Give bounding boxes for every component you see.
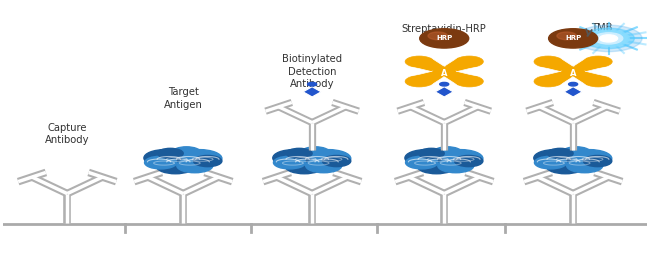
Circle shape xyxy=(454,155,483,167)
Circle shape xyxy=(428,32,448,40)
Circle shape xyxy=(177,150,222,167)
Circle shape xyxy=(419,148,444,159)
Circle shape xyxy=(287,148,312,159)
Polygon shape xyxy=(568,57,609,74)
Circle shape xyxy=(534,76,562,87)
Text: Capture
Antibody: Capture Antibody xyxy=(45,123,90,145)
Circle shape xyxy=(306,159,342,173)
Polygon shape xyxy=(537,69,578,86)
Circle shape xyxy=(417,148,471,170)
Circle shape xyxy=(584,56,612,67)
Circle shape xyxy=(562,147,590,158)
Polygon shape xyxy=(303,87,321,97)
Text: A: A xyxy=(441,69,447,78)
Text: TMB: TMB xyxy=(592,23,613,33)
Circle shape xyxy=(547,148,573,159)
Circle shape xyxy=(405,76,433,87)
Circle shape xyxy=(455,76,484,87)
Circle shape xyxy=(594,33,623,44)
Circle shape xyxy=(599,35,618,42)
Text: HRP: HRP xyxy=(436,35,452,41)
Circle shape xyxy=(307,82,317,86)
Polygon shape xyxy=(408,57,449,74)
Circle shape xyxy=(439,82,448,86)
Circle shape xyxy=(144,156,177,169)
Circle shape xyxy=(583,28,634,49)
Circle shape xyxy=(584,155,612,167)
Circle shape xyxy=(433,67,456,76)
Circle shape xyxy=(567,159,603,173)
Circle shape xyxy=(455,56,484,67)
Circle shape xyxy=(405,56,433,67)
Circle shape xyxy=(557,32,577,40)
Polygon shape xyxy=(564,87,582,97)
Circle shape xyxy=(549,29,597,48)
Circle shape xyxy=(546,148,600,170)
Circle shape xyxy=(273,150,315,166)
Polygon shape xyxy=(568,69,609,86)
Circle shape xyxy=(322,155,351,167)
Polygon shape xyxy=(436,87,453,97)
Polygon shape xyxy=(439,57,480,74)
Circle shape xyxy=(438,150,483,167)
Circle shape xyxy=(575,25,642,52)
Circle shape xyxy=(546,159,585,174)
Text: A: A xyxy=(570,69,577,78)
Circle shape xyxy=(567,150,612,167)
Circle shape xyxy=(172,147,201,158)
Polygon shape xyxy=(408,69,449,86)
Text: Target
Antigen: Target Antigen xyxy=(164,87,203,110)
Circle shape xyxy=(534,156,567,169)
Circle shape xyxy=(584,76,612,87)
Circle shape xyxy=(156,148,211,170)
Circle shape xyxy=(177,159,213,173)
Circle shape xyxy=(534,56,562,67)
Circle shape xyxy=(144,150,187,166)
Circle shape xyxy=(405,150,447,166)
Text: Streptavidin-HRP
Complex: Streptavidin-HRP Complex xyxy=(402,24,487,46)
Circle shape xyxy=(420,29,469,48)
Circle shape xyxy=(534,150,577,166)
Circle shape xyxy=(562,67,584,76)
Circle shape xyxy=(588,30,629,47)
Circle shape xyxy=(156,159,195,174)
Circle shape xyxy=(194,155,222,167)
Circle shape xyxy=(417,159,456,174)
Polygon shape xyxy=(537,57,578,74)
Circle shape xyxy=(434,147,461,158)
Circle shape xyxy=(438,159,474,173)
Circle shape xyxy=(285,148,339,170)
Polygon shape xyxy=(439,69,480,86)
Text: Biotinylated
Detection
Antibody: Biotinylated Detection Antibody xyxy=(282,55,342,89)
Text: HRP: HRP xyxy=(565,35,581,41)
Circle shape xyxy=(306,150,351,167)
Circle shape xyxy=(285,159,324,174)
Circle shape xyxy=(406,156,438,169)
Circle shape xyxy=(569,82,578,86)
Circle shape xyxy=(301,147,330,158)
Circle shape xyxy=(157,148,183,159)
Circle shape xyxy=(274,156,305,169)
